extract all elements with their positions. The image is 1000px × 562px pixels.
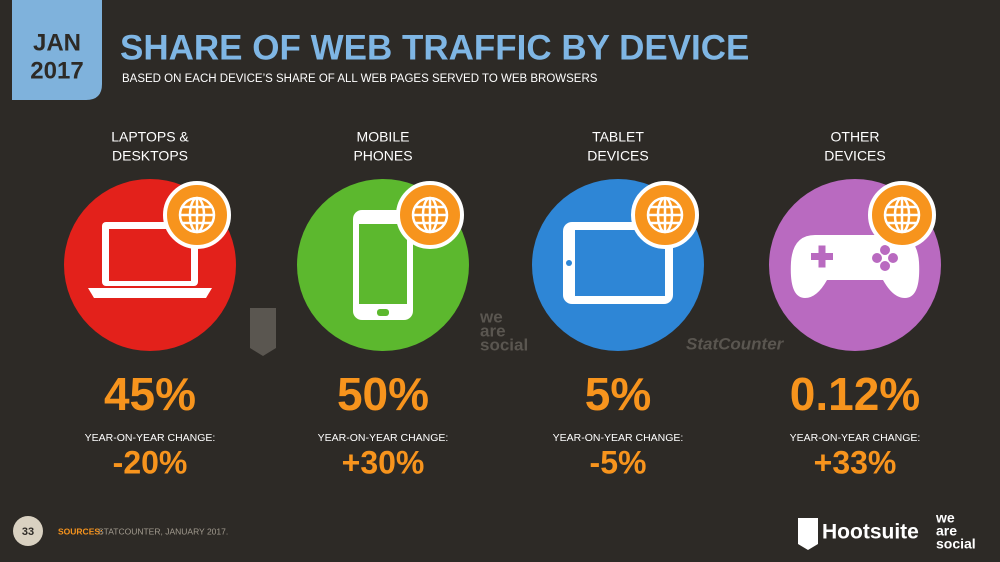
- device-label: DEVICES: [587, 148, 648, 164]
- phone-icon: [353, 210, 413, 320]
- device-label: OTHER: [831, 129, 880, 145]
- watermark-text: StatCounter: [686, 334, 785, 353]
- watermark-text: are: [480, 321, 506, 340]
- hootsuite-logo: [798, 518, 818, 550]
- device-label: LAPTOPS &: [111, 129, 189, 145]
- owl-watermark: [250, 308, 276, 356]
- device-column: MOBILE PHONES 50% YEAR-ON-YEAR CHANGE: +…: [297, 129, 469, 480]
- brand-text: we: [935, 510, 955, 526]
- sources-label: SOURCES:: [58, 526, 103, 536]
- date-badge: [12, 0, 102, 100]
- globe-badge: [868, 181, 936, 249]
- device-label: MOBILE: [357, 129, 410, 145]
- share-value: 50%: [337, 368, 429, 420]
- yoy-change: -20%: [113, 444, 188, 480]
- globe-badge: [631, 181, 699, 249]
- device-column: LAPTOPS & DESKTOPS 45% YEAR-ON-YEAR CHAN…: [64, 129, 236, 480]
- share-value: 0.12%: [790, 368, 920, 420]
- device-column: TABLET DEVICES 5% YEAR-ON-YEAR CHANGE: -…: [532, 129, 704, 480]
- yoy-label: YEAR-ON-YEAR CHANGE:: [553, 432, 684, 444]
- share-value: 5%: [585, 368, 651, 420]
- yoy-change: -5%: [590, 444, 647, 480]
- device-label: TABLET: [592, 129, 644, 145]
- brand-text: social: [936, 536, 976, 552]
- yoy-change: +33%: [814, 444, 897, 480]
- hootsuite-text: Hootsuite: [822, 521, 919, 544]
- watermark-text: we: [479, 307, 503, 326]
- watermark-text: social: [480, 335, 528, 354]
- sources-text: STATCOUNTER, JANUARY 2017.: [98, 526, 228, 536]
- yoy-change: +30%: [342, 444, 425, 480]
- title: SHARE OF WEB TRAFFIC BY DEVICE: [120, 28, 749, 67]
- brand-text: are: [936, 523, 957, 539]
- device-label: PHONES: [353, 148, 412, 164]
- device-column: OTHER DEVICES 0.12% YEAR-ON-YEAR CHANGE:…: [769, 129, 941, 480]
- controller-icon: [790, 235, 920, 298]
- page-number: 33: [22, 526, 34, 538]
- page-number-badge: [13, 516, 43, 546]
- date-month: JAN: [33, 29, 81, 56]
- globe-badge: [396, 181, 464, 249]
- device-label: DESKTOPS: [112, 148, 188, 164]
- globe-badge: [163, 181, 231, 249]
- yoy-label: YEAR-ON-YEAR CHANGE:: [790, 432, 921, 444]
- yoy-label: YEAR-ON-YEAR CHANGE:: [318, 432, 449, 444]
- device-label: DEVICES: [824, 148, 885, 164]
- share-value: 45%: [104, 368, 196, 420]
- date-year: 2017: [30, 57, 83, 84]
- yoy-label: YEAR-ON-YEAR CHANGE:: [85, 432, 216, 444]
- subtitle: BASED ON EACH DEVICE’S SHARE OF ALL WEB …: [122, 73, 598, 85]
